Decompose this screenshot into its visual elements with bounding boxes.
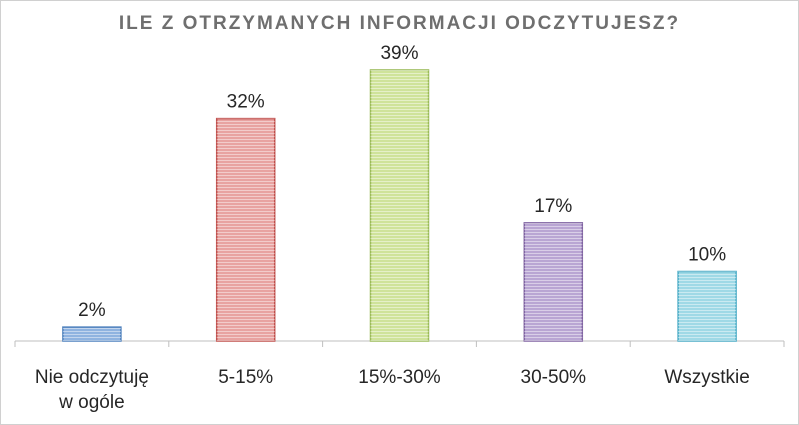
x-tick-label: 30-50% xyxy=(521,367,587,388)
x-tick-label: Nie odczytuję xyxy=(35,367,149,388)
bar-stripes xyxy=(370,69,429,341)
x-tick-label: w ogóle xyxy=(58,392,125,413)
x-tick-label: 5-15% xyxy=(218,367,273,388)
x-tick-label: 15%-30% xyxy=(358,367,440,388)
data-label: 2% xyxy=(78,300,106,321)
bar-stripes xyxy=(524,222,583,341)
bar-stripes xyxy=(216,118,275,341)
bar-stripes xyxy=(62,327,121,341)
data-label: 17% xyxy=(534,196,572,217)
data-label: 10% xyxy=(688,245,726,266)
chart-title: ILE Z OTRZYMANYCH INFORMACJI ODCZYTUJESZ… xyxy=(118,13,681,34)
data-label: 32% xyxy=(227,92,265,113)
x-tick-label: Wszystkie xyxy=(664,367,750,388)
data-label: 39% xyxy=(380,43,418,64)
bar-stripes xyxy=(678,271,737,341)
